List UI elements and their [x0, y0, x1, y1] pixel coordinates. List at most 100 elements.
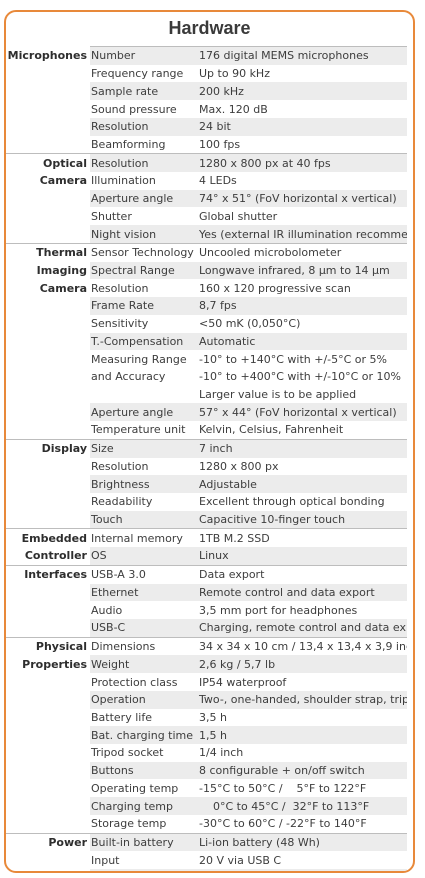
spec-category — [6, 851, 87, 869]
spec-value: Yes (external IR illumination recommende… — [196, 225, 407, 243]
spec-value: 176 digital MEMS microphones — [196, 47, 407, 65]
spec-parameter: Resolution — [91, 281, 149, 295]
spec-parameter: Protection class — [91, 675, 178, 689]
spec-value: 3,5 h — [199, 710, 227, 724]
spec-parameter: Sound pressure — [91, 102, 177, 116]
spec-value: IP54 waterproof — [199, 675, 287, 689]
spec-parameter: Dimensions — [91, 640, 156, 654]
spec-category — [6, 709, 87, 727]
spec-category — [6, 619, 87, 637]
spec-value: Max. 120 dB — [199, 102, 268, 116]
spec-category — [6, 207, 87, 225]
spec-row: Measuring Range -10° to +140°C with +/-5°… — [6, 350, 407, 368]
spec-parameter: T.-Compensation — [90, 332, 197, 351]
spec-row: Optical Resolution 1280 x 800 px at 40 fps — [6, 153, 407, 173]
spec-value: 20 V via USB C — [199, 853, 282, 867]
spec-category — [6, 475, 87, 493]
spec-category — [6, 421, 87, 439]
spec-parameter: Battery life — [91, 710, 152, 724]
spec-row: Microphones Number 176 digital MEMS microp… — [6, 47, 407, 65]
spec-category — [6, 691, 87, 709]
spec-category: Interfaces — [24, 568, 87, 582]
spec-row: Operation Two-, one-handed, shoulder stra… — [6, 690, 407, 709]
spec-value: 1/4 inch — [199, 746, 244, 760]
spec-row: Charging temp 0°C to 45°C / 32°F to 113°… — [6, 797, 407, 815]
spec-category — [6, 869, 87, 871]
spec-value: 160 x 120 progressive scan — [199, 281, 351, 295]
spec-category — [6, 368, 87, 386]
spec-row: Display Size 7 inch — [6, 438, 407, 458]
spec-row: Buttons 8 configurable + on/off switch — [6, 761, 407, 780]
spec-row: Bat. charging time 1,5 h — [6, 726, 407, 745]
spec-parameter: Aperture angle — [90, 403, 197, 422]
spec-row: Brightness Adjustable — [6, 475, 407, 493]
spec-parameter: Frame Rate — [90, 297, 197, 315]
spec-row: Camera Resolution 160 x 120 progressive sc… — [6, 279, 407, 297]
spec-value: Data export — [199, 568, 265, 582]
spec-category — [6, 333, 87, 351]
hardware-spec-card: Hardware Microphones Number 176 digital ME… — [4, 10, 415, 873]
spec-parameter: Resolution — [90, 117, 197, 136]
spec-category — [6, 601, 87, 619]
spec-category: Physical — [35, 640, 87, 654]
spec-row: Audio 3,5 mm port for headphones — [6, 601, 407, 619]
spec-parameter: Sensitivity — [91, 317, 149, 331]
spec-category — [6, 815, 87, 833]
spec-category — [6, 403, 87, 421]
spec-category — [6, 225, 87, 243]
spec-parameter: Illumination — [91, 174, 156, 188]
spec-value: 0°C to 45°C / 32°F to 113°F — [196, 797, 407, 815]
spec-row: USB-C Charging, remote control and data e… — [6, 619, 407, 637]
spec-parameter: Ethernet — [90, 583, 197, 602]
spec-category — [6, 797, 87, 815]
spec-value: 4 LEDs — [199, 174, 237, 188]
spec-value: 34 x 34 x 10 cm / 13,4 x 13,4 x 3,9 inch — [199, 640, 407, 654]
spec-category: Microphones — [7, 49, 87, 63]
spec-parameter: Brightness — [90, 475, 197, 493]
spec-category — [6, 315, 87, 333]
spec-row: Frequency range Up to 90 kHz — [6, 65, 407, 83]
spec-value: Longwave infrared, 8 µm to 14 µm — [196, 261, 407, 280]
spec-category — [6, 762, 87, 780]
spec-category — [6, 82, 87, 100]
spec-row: Sample rate 200 kHz — [6, 82, 407, 101]
spec-row: Larger value is to be applied — [6, 386, 407, 404]
spec-category: Controller — [24, 549, 87, 563]
card-title: Hardware — [168, 18, 251, 38]
spec-parameter: Night vision — [90, 225, 197, 243]
spec-category — [6, 493, 87, 511]
spec-parameter: Operating temp — [91, 781, 179, 795]
spec-row: Ethernet Remote control and data export — [6, 583, 407, 602]
spec-row: Temperature unit Kelvin, Celsius, Fahrenh… — [6, 421, 407, 439]
spec-parameter: Shutter — [91, 209, 132, 223]
spec-row: Beamforming 100 fps — [6, 136, 407, 154]
spec-category: Thermal — [36, 246, 87, 260]
spec-row: Protection class IP54 waterproof — [6, 673, 407, 691]
spec-row: Touch Capacitive 10-finger touch — [6, 510, 407, 529]
spec-category — [6, 779, 87, 797]
spec-parameter: Audio — [91, 603, 123, 617]
spec-value: Automatic — [196, 332, 407, 351]
spec-category — [6, 136, 87, 154]
spec-parameter: Built-in battery — [90, 833, 197, 852]
spec-value: 1TB M.2 SSD — [199, 531, 270, 545]
spec-value: 1280 x 800 px at 40 fps — [196, 154, 407, 173]
spec-value: Kelvin, Celsius, Fahrenheit — [199, 423, 344, 437]
spec-value: 2,6 kg / 5,7 lb — [196, 655, 407, 674]
spec-row: Power Built-in battery Li-ion battery (48 … — [6, 832, 407, 852]
spec-category: Power — [48, 835, 87, 849]
spec-row: Camera Illumination 4 LEDs — [6, 172, 407, 190]
spec-parameter: Beamforming — [91, 137, 166, 151]
spec-parameter: Measuring Range — [91, 352, 187, 366]
spec-value: Smart: use and charge at the same time — [196, 869, 407, 871]
spec-row: Storage temp -30°C to 60°C / -22°F to 140… — [6, 815, 407, 833]
spec-row: Aperture angle 57° x 44° (FoV horizontal … — [6, 403, 407, 422]
spec-parameter: Charging temp — [90, 797, 197, 815]
spec-value: Linux — [196, 547, 407, 565]
spec-parameter: Weight — [90, 655, 197, 674]
spec-parameter: Input — [91, 853, 120, 867]
spec-value: Li-ion battery (48 Wh) — [196, 833, 407, 852]
spec-category: Display — [41, 442, 87, 456]
title-divider — [90, 46, 407, 47]
spec-category: Camera — [39, 281, 87, 295]
